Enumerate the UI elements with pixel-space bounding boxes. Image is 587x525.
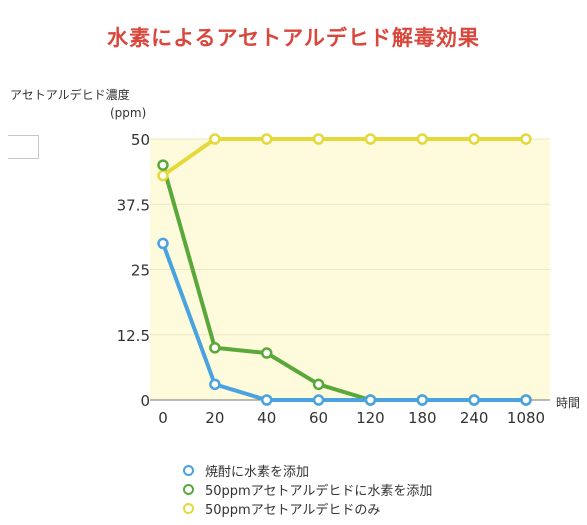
legend-label: 50ppmアセトアルデヒドに水素を添加 <box>205 484 433 499</box>
data-point <box>157 159 169 171</box>
series-line <box>161 241 528 402</box>
y-tick-label: 12.5 <box>117 327 150 345</box>
data-point <box>416 133 429 145</box>
data-point <box>157 237 169 250</box>
data-point <box>209 133 221 145</box>
y-tick-label: 37.5 <box>117 196 150 214</box>
x-tick-label: 0 <box>158 409 168 427</box>
x-tick-label: 20 <box>205 409 224 427</box>
chart-title: 水素によるアセトアルデヒド解毒効果 <box>107 26 480 50</box>
x-axis-label: 時間 <box>556 396 580 410</box>
data-point <box>312 394 325 406</box>
data-point <box>209 342 221 354</box>
data-point <box>520 133 532 145</box>
data-point <box>157 169 169 182</box>
data-point <box>468 133 480 145</box>
legend-label: 50ppmアセトアルデヒドのみ <box>205 503 381 518</box>
data-point <box>520 394 532 406</box>
y-tick-label: 50 <box>131 131 150 149</box>
x-tick-label: 40 <box>257 409 276 427</box>
data-point <box>468 394 480 406</box>
x-tick-label: 60 <box>309 409 328 427</box>
data-point <box>364 133 377 145</box>
x-tick-label: 120 <box>356 409 385 427</box>
x-tick-label: 240 <box>460 409 489 427</box>
decorative-box <box>8 135 39 159</box>
legend-swatch <box>183 484 194 495</box>
y-tick-label: 25 <box>131 262 150 280</box>
legend-swatch <box>183 503 194 514</box>
legend-label: 焼酎に水素を添加 <box>205 465 310 480</box>
data-point <box>260 394 273 406</box>
y-axis-label: アセトアルデヒド濃度 <box>10 88 130 102</box>
y-tick-label: 0 <box>140 392 150 410</box>
x-tick-label: 180 <box>408 409 437 427</box>
series-line <box>161 137 528 178</box>
data-point <box>312 133 325 145</box>
x-tick-label: 1080 <box>507 409 545 427</box>
data-point <box>260 347 273 359</box>
data-point <box>364 394 377 406</box>
data-point <box>312 378 325 391</box>
y-axis-unit: (ppm) <box>110 106 147 120</box>
data-point <box>209 378 221 391</box>
legend-swatch <box>183 465 194 476</box>
data-point <box>260 133 273 145</box>
data-point <box>416 394 429 406</box>
